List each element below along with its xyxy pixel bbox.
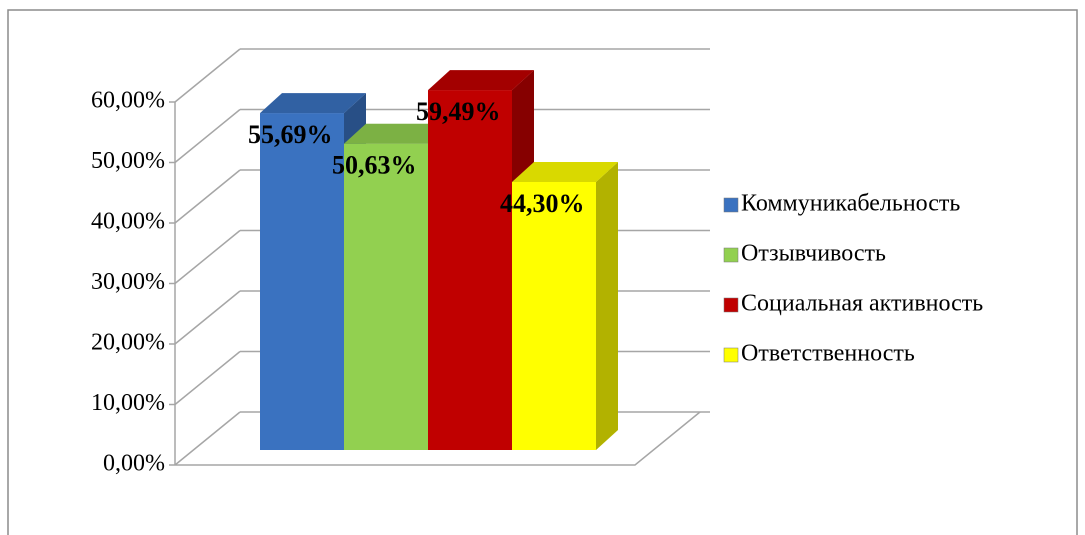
data-label: 50,63% <box>332 151 417 180</box>
grid-line <box>174 411 241 466</box>
y-tick-label: 50,00% <box>91 148 165 174</box>
bar-side-shade <box>596 161 618 451</box>
grid-line <box>174 229 241 285</box>
grid-line <box>174 169 241 224</box>
data-label: 59,49% <box>416 97 501 126</box>
legend-label: Ответственность <box>741 341 915 367</box>
bar-front <box>512 181 596 451</box>
legend-label: Коммуникабельность <box>741 191 960 217</box>
y-tick-label: 40,00% <box>91 209 165 235</box>
grid-line <box>174 48 241 103</box>
bar-top-shade <box>512 161 618 182</box>
y-tick-label: 10,00% <box>91 390 165 416</box>
legend-label: Социальная активность <box>741 291 983 317</box>
grid-line <box>174 350 241 406</box>
bar-front <box>344 143 428 450</box>
bar-front <box>260 113 344 450</box>
bar-top <box>428 70 534 91</box>
data-label: 44,30% <box>500 189 585 218</box>
grid-line <box>174 108 241 164</box>
chart-border <box>7 9 1078 535</box>
legend-swatch <box>723 247 739 263</box>
bar-top <box>260 93 366 114</box>
bar-top-shade <box>428 70 534 91</box>
bar-side <box>596 161 618 451</box>
legend-swatch <box>723 197 739 213</box>
legend-swatch <box>723 297 739 313</box>
bar-front <box>428 90 512 450</box>
data-label: 55,69% <box>248 120 333 149</box>
grid-line <box>174 290 241 345</box>
bar-top <box>512 161 618 182</box>
y-tick-label: 60,00% <box>91 88 165 114</box>
bar-top-shade <box>344 123 450 144</box>
floor <box>175 411 701 466</box>
bar-top-shade <box>260 93 366 114</box>
bar-top <box>344 123 450 144</box>
y-tick-label: 0,00% <box>103 451 165 477</box>
legend-label: Отзывчивость <box>741 241 886 267</box>
legend-swatch <box>723 347 739 363</box>
y-tick-label: 30,00% <box>91 269 165 295</box>
y-tick-label: 20,00% <box>91 330 165 356</box>
